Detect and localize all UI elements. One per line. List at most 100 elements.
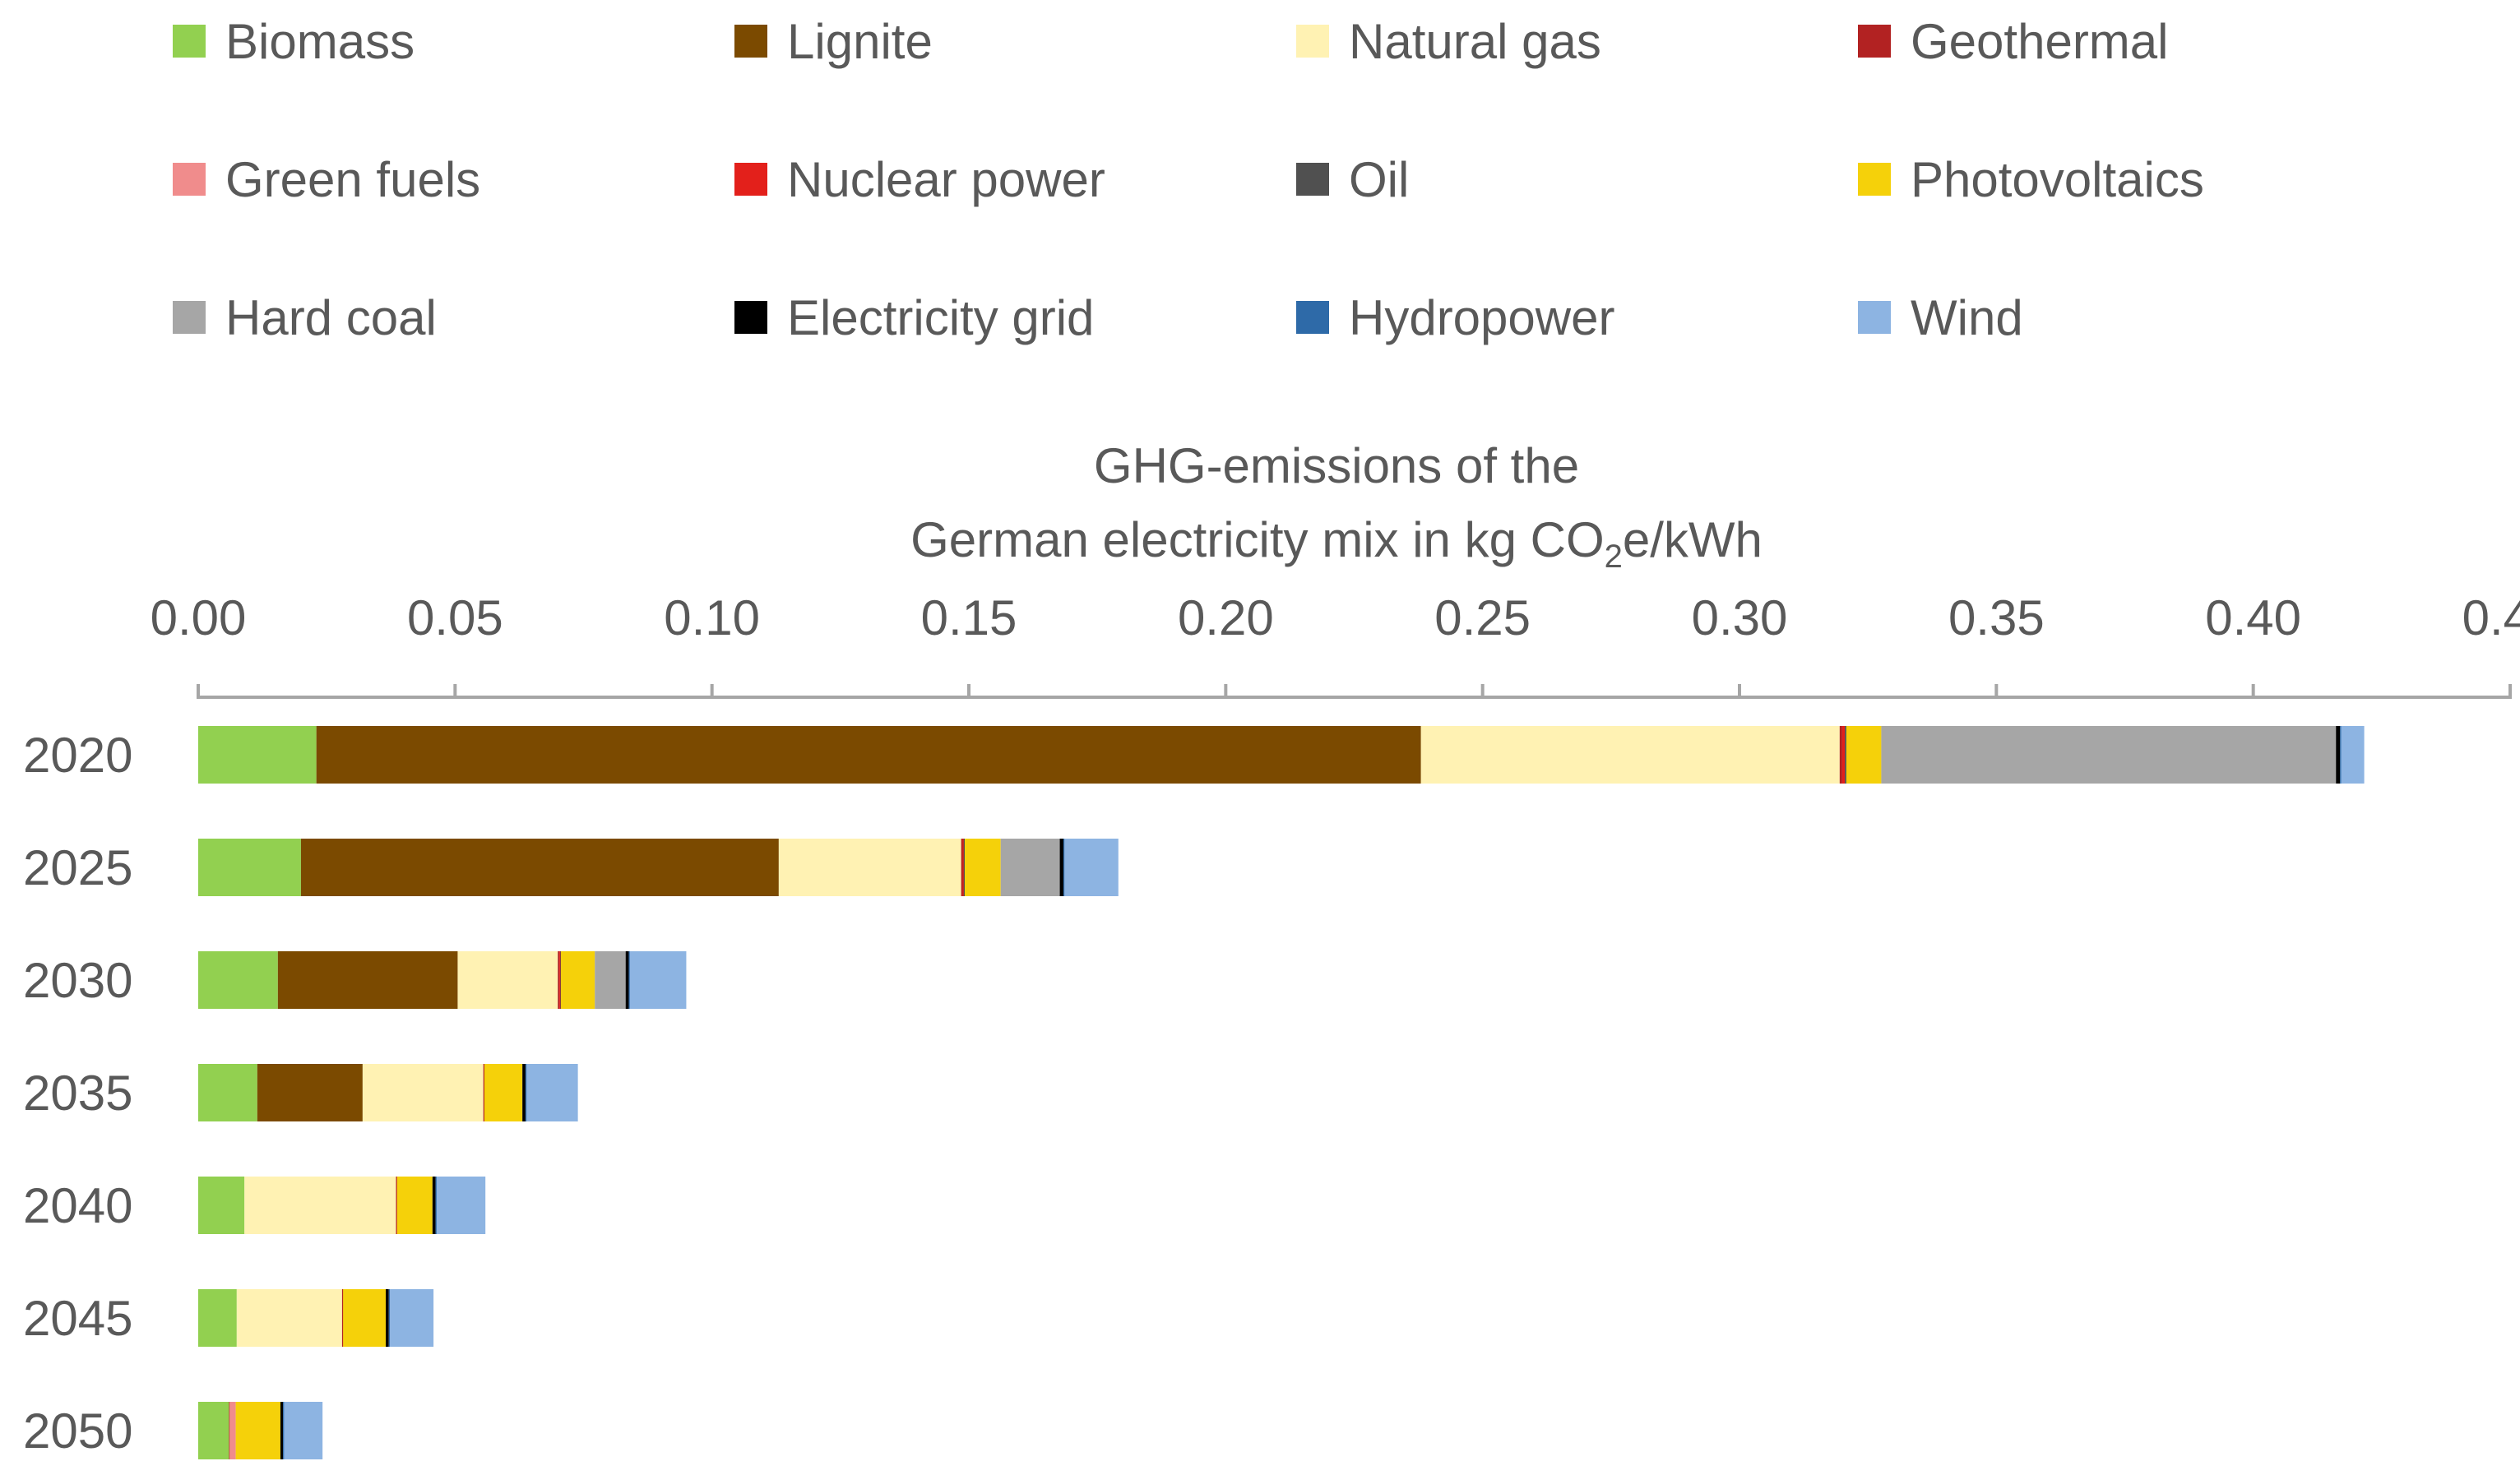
- bar-segment-hydropower-2045: [388, 1289, 391, 1347]
- x-axis-title-unit: e/kWh: [1622, 512, 1763, 567]
- legend-swatch: [1296, 25, 1329, 58]
- legend-swatch: [1858, 301, 1891, 334]
- bar-segment-lignite-2035: [257, 1064, 363, 1121]
- legend-item-lignite: Lignite: [734, 8, 933, 74]
- x-tick-label: 0.05: [407, 590, 503, 645]
- category-label: 2020: [23, 728, 132, 783]
- legend-swatch: [173, 301, 206, 334]
- bar-segment-biomass-2020: [198, 726, 317, 784]
- bar-segment-photovoltaics-2025: [965, 839, 1001, 896]
- chart-legend: Biomass Lignite Natural gas Geothermal Green…: [173, 0, 2393, 362]
- legend-swatch: [1296, 163, 1329, 196]
- bar-segment-geothermal-2040: [396, 1177, 397, 1234]
- bar-segment-biomass-2040: [198, 1177, 245, 1234]
- x-tick-label: 0.45: [2462, 590, 2520, 645]
- x-tick-label: 0.10: [664, 590, 760, 645]
- legend-item-hydropower: Hydropower: [1296, 284, 1614, 350]
- legend-item-wind: Wind: [1858, 284, 2023, 350]
- legend-swatch: [173, 25, 206, 58]
- bar-segment-hydropower-2030: [628, 951, 630, 1009]
- x-tick-label: 0.00: [151, 590, 247, 645]
- legend-item-hard-coal: Hard coal: [173, 284, 437, 350]
- bar-segment-photovoltaics-2035: [484, 1064, 523, 1121]
- legend-label: Photovoltaics: [1911, 151, 2204, 207]
- bar-segment-electricity-grid-2050: [280, 1402, 284, 1459]
- bar-segment-natural-gas-2035: [362, 1064, 484, 1121]
- bar-segment-wind-2040: [436, 1177, 486, 1234]
- bar-segment-hard-coal-2025: [1000, 839, 1060, 896]
- bar-segment-wind-2020: [2341, 726, 2365, 784]
- category-label: 2045: [23, 1291, 132, 1346]
- category-label: 2050: [23, 1403, 132, 1459]
- x-axis-title-text: German electricity mix in kg CO: [910, 512, 1605, 567]
- x-tick-label: 0.20: [1178, 590, 1274, 645]
- legend-item-oil: Oil: [1296, 146, 1409, 212]
- x-axis-title-line2: German electricity mix in kg CO2e/kWh: [822, 511, 1851, 576]
- bar-segment-wind-2045: [390, 1289, 434, 1347]
- bar-segment-natural-gas-2030: [457, 951, 558, 1009]
- bar-segment-geothermal-2045: [341, 1289, 344, 1347]
- legend-item-photovoltaics: Photovoltaics: [1858, 146, 2204, 212]
- bar-segment-wind-2050: [284, 1402, 323, 1459]
- bar-segment-hydropower-2020: [2340, 726, 2342, 784]
- bar-segment-biomass-2025: [198, 839, 301, 896]
- x-tick-label: 0.15: [921, 590, 1017, 645]
- bar-segment-photovoltaics-2050: [235, 1402, 280, 1459]
- category-label: 2025: [23, 840, 132, 895]
- category-label: 2035: [23, 1066, 132, 1121]
- bar-segment-oil-2020: [1845, 726, 1846, 784]
- bar-segment-green-fuels-2050: [229, 1402, 236, 1459]
- legend-label: Electricity grid: [787, 289, 1095, 345]
- legend-item-green-fuels: Green fuels: [173, 146, 480, 212]
- bar-segment-lignite-2030: [277, 951, 458, 1009]
- x-axis-title-subscript: 2: [1604, 539, 1623, 575]
- legend-label: Lignite: [787, 13, 933, 69]
- legend-swatch: [1296, 301, 1329, 334]
- bar-segment-geothermal-2020: [1839, 726, 1842, 784]
- bar-segment-photovoltaics-2040: [396, 1177, 433, 1234]
- legend-swatch: [734, 301, 767, 334]
- legend-label: Biomass: [225, 13, 415, 69]
- legend-swatch: [1858, 163, 1891, 196]
- bar-segment-biomass-2045: [198, 1289, 237, 1347]
- bar-segment-natural-gas-2020: [1420, 726, 1840, 784]
- x-tick-label: 0.40: [2205, 590, 2301, 645]
- bar-segment-photovoltaics-2045: [343, 1289, 387, 1347]
- bar-segment-wind-2035: [526, 1064, 578, 1121]
- category-label: 2030: [23, 953, 132, 1008]
- legend-swatch: [734, 25, 767, 58]
- bar-segment-lignite-2020: [316, 726, 1421, 784]
- bar-segment-electricity-grid-2030: [625, 951, 629, 1009]
- bar-segment-electricity-grid-2040: [432, 1177, 436, 1234]
- bar-segment-lignite-2025: [300, 839, 779, 896]
- bar-segment-photovoltaics-2030: [561, 951, 595, 1009]
- bar-segment-geothermal-2030: [558, 951, 560, 1009]
- bar-segment-natural-gas-2045: [236, 1289, 342, 1347]
- bar-segment-nuclear-power-2025: [962, 839, 965, 896]
- bar-segment-biomass-2050: [198, 1402, 229, 1459]
- bar-segment-hydropower-2050: [283, 1402, 285, 1459]
- bar-segment-geothermal-2035: [483, 1064, 485, 1121]
- bar-segment-geothermal-2025: [961, 839, 963, 896]
- legend-label: Geothermal: [1911, 13, 2169, 69]
- legend-item-natural-gas: Natural gas: [1296, 8, 1601, 74]
- bar-segment-nuclear-power-2030: [559, 951, 561, 1009]
- bar-segment-photovoltaics-2020: [1846, 726, 1882, 784]
- bar-segment-hard-coal-2030: [595, 951, 626, 1009]
- legend-item-nuclear-power: Nuclear power: [734, 146, 1105, 212]
- bar-segment-electricity-grid-2025: [1059, 839, 1063, 896]
- bar-segment-biomass-2030: [198, 951, 278, 1009]
- bar-segment-wind-2025: [1064, 839, 1119, 896]
- bar-segment-hydropower-2025: [1063, 839, 1065, 896]
- bar-segment-natural-gas-2025: [778, 839, 961, 896]
- bar-segment-oil-2025: [963, 839, 966, 896]
- legend-label: Nuclear power: [787, 151, 1105, 207]
- legend-label: Green fuels: [225, 151, 481, 207]
- bar-segment-biomass-2035: [198, 1064, 257, 1121]
- x-tick-label: 0.25: [1434, 590, 1531, 645]
- bar-segment-electricity-grid-2035: [522, 1064, 526, 1121]
- category-label: 2040: [23, 1178, 132, 1233]
- legend-label: Hard coal: [225, 289, 437, 345]
- x-axis-title-line1: GHG-emissions of the: [1093, 438, 1580, 493]
